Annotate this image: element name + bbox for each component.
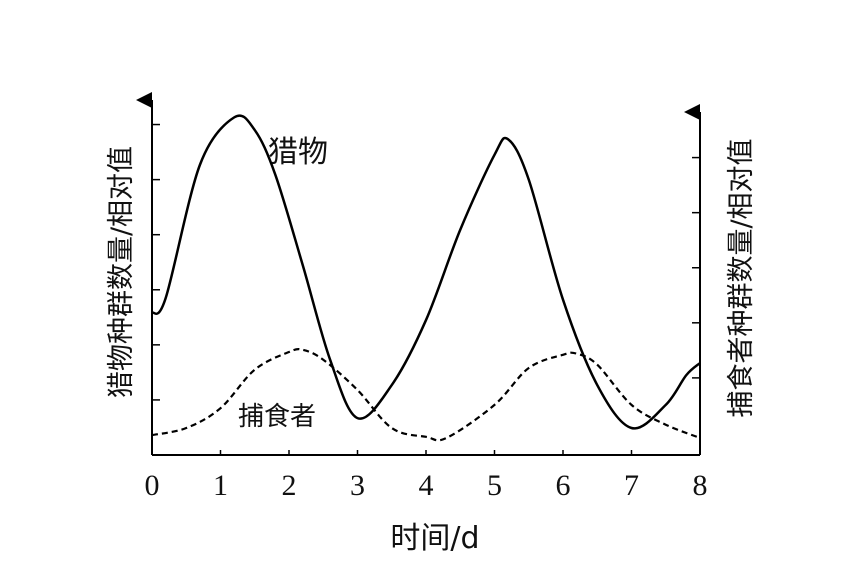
x-tick-label: 5 <box>487 469 502 502</box>
series-label: 猎物 <box>268 135 328 170</box>
x-tick-label: 7 <box>624 469 639 502</box>
y2-axis-label: 捕食者种群数量/相对值 <box>726 138 757 417</box>
x-tick-label: 3 <box>350 469 365 502</box>
series-line <box>151 347 701 442</box>
series-label: 捕食者 <box>238 402 316 432</box>
x-tick-label: 1 <box>213 469 228 502</box>
series-line <box>151 114 701 430</box>
x-tick-label: 4 <box>419 469 434 502</box>
x-tick-label: 0 <box>145 469 160 502</box>
x-tick-label: 8 <box>693 469 708 502</box>
x-tick-label: 6 <box>556 469 571 502</box>
x-tick-label: 2 <box>282 469 297 502</box>
x-axis-label: 时间/d <box>390 521 479 556</box>
y-axis-label: 猎物种群数量/相对值 <box>106 146 137 398</box>
